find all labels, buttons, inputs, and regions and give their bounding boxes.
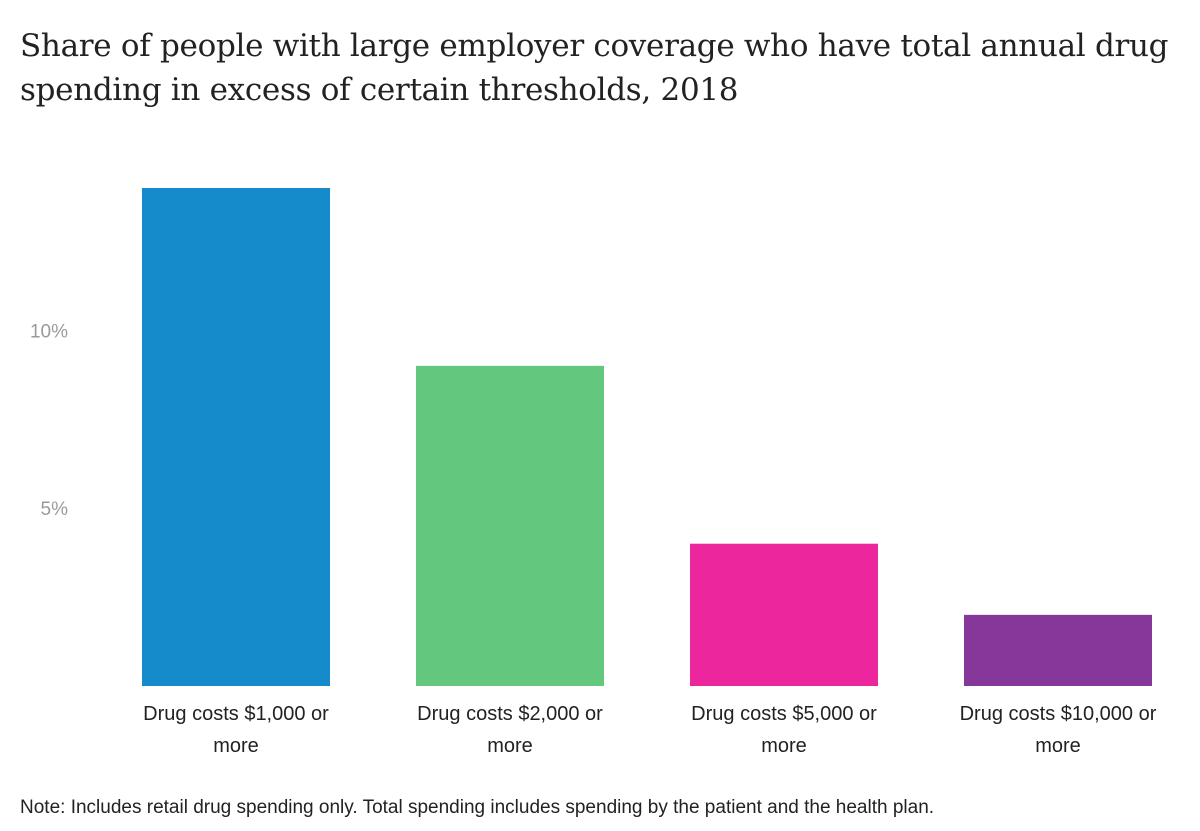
y-tick-label: 10% (30, 321, 68, 342)
category-label: Drug costs $2,000 or more (417, 703, 603, 757)
bar (142, 188, 330, 686)
chart-title: Share of people with large employer cove… (20, 28, 1169, 108)
category-label: Drug costs $10,000 or more (960, 703, 1157, 757)
category-label-line: more (487, 735, 533, 757)
bar (964, 614, 1152, 686)
category-label: Drug costs $5,000 or more (691, 703, 877, 757)
category-label-line: Drug costs $10,000 or (960, 703, 1157, 725)
chart-note: Note: Includes retail drug spending only… (20, 797, 935, 818)
bar (416, 365, 604, 686)
category-label-line: Drug costs $1,000 or (143, 703, 329, 725)
bars (142, 188, 1152, 686)
y-axis-ticks: 5% 10% (30, 321, 68, 520)
category-label-line: more (761, 735, 807, 757)
category-label-line: more (1035, 735, 1081, 757)
category-label-line: more (213, 735, 259, 757)
y-tick-label: 5% (41, 499, 69, 520)
category-label: Drug costs $1,000 or more (143, 703, 329, 757)
category-label-line: Drug costs $2,000 or (417, 703, 603, 725)
bar (690, 543, 878, 686)
category-label-line: Drug costs $5,000 or (691, 703, 877, 725)
